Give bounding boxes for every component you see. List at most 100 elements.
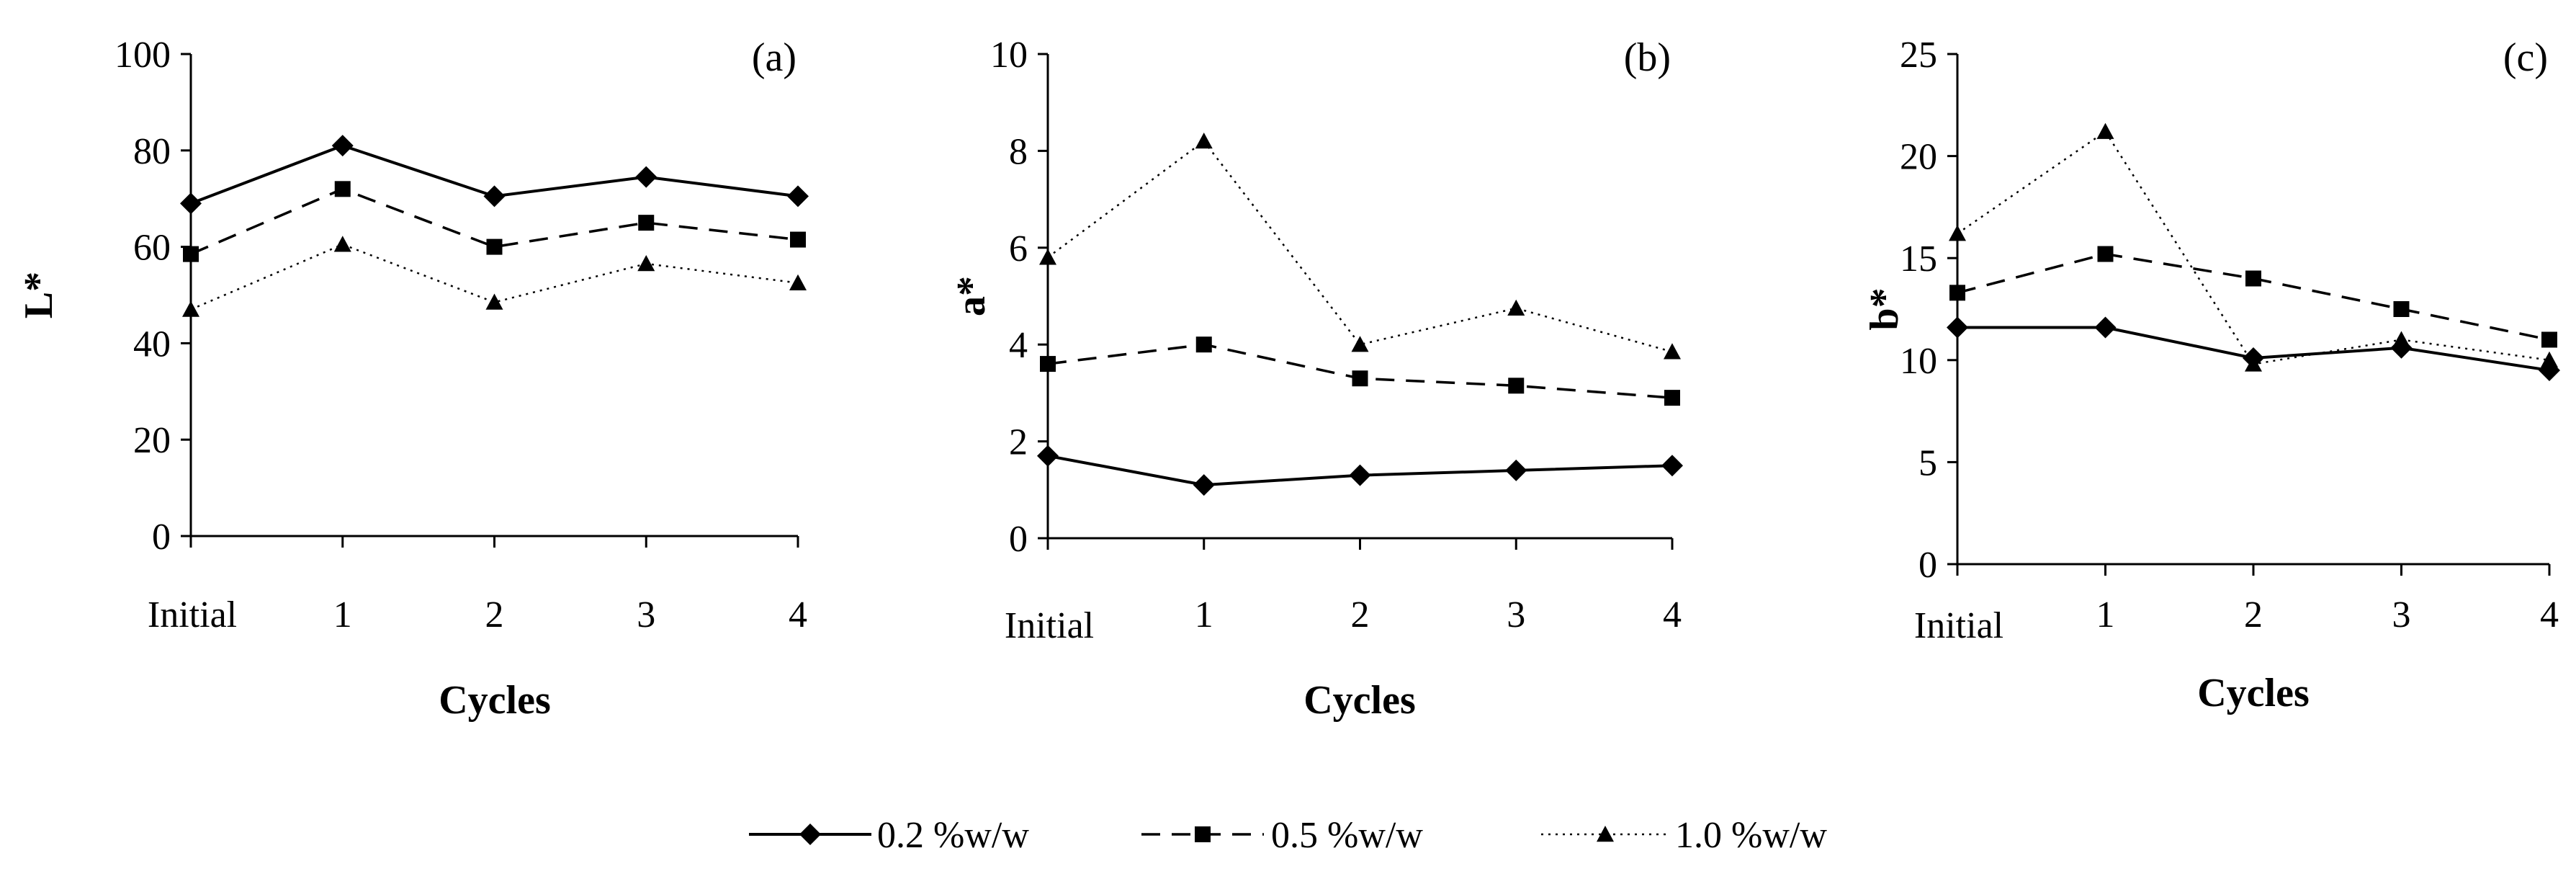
y-tick-label: 0: [1918, 545, 1937, 586]
series-line: [190, 187, 799, 256]
y-axis-title: L*: [17, 272, 61, 318]
y-tick-label: 5: [1918, 442, 1937, 483]
data-point: [1349, 464, 1371, 486]
y-tick-label: 100: [115, 35, 171, 76]
data-point: [2541, 351, 2558, 367]
panel-label: (c): [2503, 35, 2548, 80]
y-tick-label: 20: [1900, 137, 1937, 178]
x-axis-title: Cycles: [439, 678, 551, 723]
series-1-0-w-w: [1039, 132, 1681, 360]
x-tick-label: 3: [2392, 594, 2411, 635]
data-point: [1664, 343, 1681, 360]
data-point: [637, 255, 655, 272]
data-point: [1039, 249, 1056, 265]
series-0-2-w-w: [1037, 445, 1683, 496]
y-tick-label: 0: [1009, 519, 1028, 560]
y-tick-label: 0: [152, 517, 171, 558]
x-tick-label: Initial: [1005, 605, 1094, 646]
data-point: [789, 274, 807, 290]
data-point: [790, 231, 806, 248]
y-axis-title: a*: [949, 276, 994, 316]
panel-label: (b): [1624, 35, 1671, 80]
series-1-0-w-w: [1949, 122, 2558, 372]
data-point: [183, 246, 199, 262]
data-point: [1195, 132, 1213, 149]
data-point: [2392, 331, 2410, 347]
data-point: [1949, 285, 1965, 301]
legend-marker: [1597, 826, 1614, 842]
series-0-5-w-w: [1949, 246, 2557, 348]
data-point: [486, 238, 503, 255]
series-1-0-w-w: [182, 236, 807, 317]
data-point: [1040, 356, 1056, 372]
y-tick-label: 60: [133, 228, 171, 269]
legend: 0.2 %w/w 0.5 %w/w 1.0 %w/w: [749, 815, 1827, 856]
x-tick-label: 4: [2540, 594, 2559, 635]
x-tick-label: 4: [789, 594, 807, 635]
data-point: [485, 293, 503, 310]
x-axis-title: Cycles: [2197, 671, 2310, 715]
data-point: [2245, 270, 2261, 287]
chart-panel-c: 0 5 10 15 20 25 Initial 1 2 3 4 (c) b* Cycles: [1862, 35, 2560, 715]
legend-item: 0.2 %w/w: [749, 815, 1029, 856]
y-tick-label: 15: [1900, 238, 1937, 280]
legend-marker: [1195, 826, 1211, 842]
y-tick-label: 2: [1009, 422, 1028, 463]
data-point: [182, 300, 199, 317]
data-point: [787, 185, 809, 208]
x-tick-label: 2: [2244, 594, 2263, 635]
data-point: [2541, 331, 2557, 348]
data-point: [1661, 455, 1683, 477]
x-tick-label: 1: [1195, 594, 1213, 635]
y-tick-label: 40: [133, 324, 171, 365]
series-line: [1047, 140, 1673, 353]
data-point: [2539, 359, 2560, 381]
data-point: [1195, 336, 1212, 353]
data-point: [1947, 316, 1968, 339]
legend-label: 0.5 %w/w: [1271, 815, 1423, 856]
data-point: [334, 181, 351, 197]
y-tick-label: 10: [1900, 341, 1937, 382]
data-point: [331, 135, 354, 157]
data-point: [1193, 474, 1215, 496]
data-point: [1037, 445, 1059, 467]
y-tick-label: 20: [133, 420, 171, 461]
y-axis-title: b*: [1862, 287, 1907, 330]
y-tick-label: 8: [1009, 131, 1028, 172]
data-point: [1508, 378, 1525, 394]
legend-item: 0.5 %w/w: [1141, 815, 1423, 856]
series-0-5-w-w: [183, 181, 806, 262]
y-tick-label: 6: [1009, 228, 1028, 269]
data-point: [2245, 355, 2262, 372]
series-0-5-w-w: [1040, 336, 1680, 406]
x-tick-label: Initial: [1914, 605, 2003, 646]
chart-panel-a: 0 20 40 60 80 100 Initial 1 2 3 4 (a) L* Cycles: [17, 35, 809, 723]
data-point: [180, 192, 202, 215]
legend-marker: [799, 824, 821, 845]
x-tick-label: 1: [333, 594, 352, 635]
series-line: [1957, 130, 2550, 365]
data-point: [2097, 246, 2114, 262]
data-point: [2096, 122, 2114, 139]
y-tick-label: 4: [1009, 325, 1028, 366]
data-point: [2393, 301, 2410, 317]
series-0-2-w-w: [180, 135, 809, 215]
x-tick-label: 4: [1663, 594, 1682, 635]
legend-item: 1.0 %w/w: [1541, 815, 1827, 856]
x-tick-label: 2: [485, 594, 504, 635]
x-tick-label: 3: [1507, 594, 1525, 635]
x-tick-label: 2: [1351, 594, 1370, 635]
data-point: [333, 236, 351, 252]
data-point: [2094, 316, 2117, 339]
data-point: [1351, 336, 1369, 352]
legend-label: 0.2 %w/w: [877, 815, 1029, 856]
y-tick-label: 25: [1900, 35, 1937, 76]
x-tick-label: Initial: [148, 594, 237, 635]
series-line: [190, 243, 799, 311]
panel-label: (a): [752, 35, 796, 80]
data-point: [1352, 370, 1368, 387]
data-point: [635, 166, 658, 188]
